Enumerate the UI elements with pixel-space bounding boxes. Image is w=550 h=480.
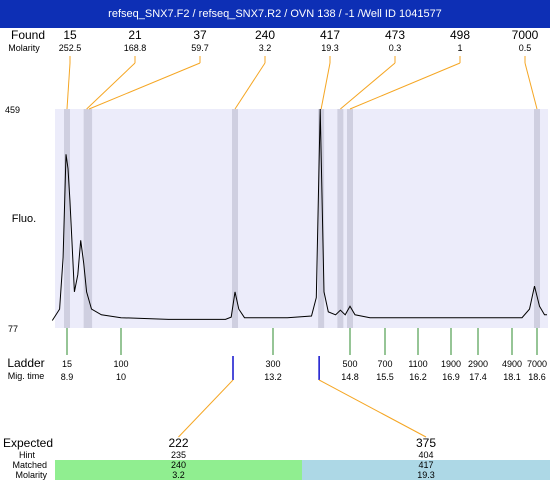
y-tick-min: 77 xyxy=(8,324,18,334)
molarity-bottom-label: Molarity xyxy=(15,470,47,480)
matched-molarity-1: 19.3 xyxy=(417,470,435,480)
ladder-size-7: 2900 xyxy=(468,359,488,369)
ladder-size-0: 15 xyxy=(62,359,72,369)
found-label: Found xyxy=(11,28,45,42)
ladder-mig-time-3: 14.8 xyxy=(341,372,359,382)
hint-size-0: 235 xyxy=(171,450,186,460)
ladder-mig-time-2: 13.2 xyxy=(264,372,282,382)
found-size-0: 15 xyxy=(63,28,77,42)
found-size-1: 21 xyxy=(128,28,142,42)
peak-band-7 xyxy=(534,109,540,328)
found-molarity-4: 19.3 xyxy=(321,43,339,53)
ladder-mig-time-1: 10 xyxy=(116,372,126,382)
found-molarity-0: 252.5 xyxy=(59,43,82,53)
found-size-2: 37 xyxy=(193,28,207,42)
peak-band-4 xyxy=(318,109,325,328)
y-tick-max: 459 xyxy=(5,105,20,115)
ladder-label: Ladder xyxy=(7,356,44,370)
molarity-label: Molarity xyxy=(8,43,40,53)
found-leader-0 xyxy=(66,62,71,110)
peak-band-3 xyxy=(232,109,238,328)
ladder-size-9: 7000 xyxy=(527,359,547,369)
plot-area xyxy=(55,109,548,328)
found-molarity-1: 168.8 xyxy=(124,43,147,53)
expected-leader-0 xyxy=(178,379,234,438)
mig-time-label: Mig. time xyxy=(8,371,45,381)
window-title: refseq_SNX7.F2 / refseq_SNX7.R2 / OVN 13… xyxy=(0,0,550,28)
peak-band-6 xyxy=(347,109,353,328)
matched-label: Matched xyxy=(12,460,47,470)
found-leader-2 xyxy=(88,62,201,110)
found-leader-4 xyxy=(320,62,331,110)
expected-size-1: 375 xyxy=(416,436,436,450)
ladder-size-3: 500 xyxy=(342,359,357,369)
found-size-7: 7000 xyxy=(512,28,539,42)
found-leader-1 xyxy=(86,62,136,110)
fluo-label: Fluo. xyxy=(12,213,36,225)
peak-band-5 xyxy=(337,109,344,328)
found-leader-5 xyxy=(340,62,396,110)
ladder-size-5: 1100 xyxy=(408,359,427,369)
expected-label: Expected xyxy=(3,436,53,450)
fluorescence-trace xyxy=(51,108,547,321)
found-molarity-5: 0.3 xyxy=(389,43,402,53)
ladder-size-4: 700 xyxy=(377,359,392,369)
ladder-mig-time-8: 18.1 xyxy=(503,372,521,382)
peak-band-0 xyxy=(64,109,70,328)
expected-size-0: 222 xyxy=(168,436,188,450)
matched-band-1 xyxy=(302,460,550,480)
hint-size-1: 404 xyxy=(418,450,433,460)
matched-size-0: 240 xyxy=(171,460,186,470)
ladder-mig-time-9: 18.6 xyxy=(528,372,546,382)
hint-label: Hint xyxy=(19,450,36,460)
expected-leader-1 xyxy=(318,379,427,438)
peak-band-2 xyxy=(86,109,93,328)
found-size-6: 498 xyxy=(450,28,470,42)
found-size-3: 240 xyxy=(255,28,275,42)
matched-size-1: 417 xyxy=(418,460,433,470)
ladder-mig-time-0: 8.9 xyxy=(61,372,74,382)
ladder-mig-time-6: 16.9 xyxy=(442,372,460,382)
found-molarity-3: 3.2 xyxy=(259,43,272,53)
found-molarity-6: 1 xyxy=(457,43,462,53)
matched-band-0 xyxy=(55,460,302,480)
ladder-mig-time-5: 16.2 xyxy=(409,372,427,382)
ladder-size-8: 4900 xyxy=(502,359,522,369)
matched-molarity-0: 3.2 xyxy=(172,470,185,480)
ladder-size-1: 100 xyxy=(113,359,128,369)
ladder-size-2: 300 xyxy=(265,359,280,369)
found-leader-3 xyxy=(234,62,266,110)
found-leader-6 xyxy=(349,62,461,110)
ladder-mig-time-4: 15.5 xyxy=(376,372,394,382)
found-leader-7 xyxy=(524,62,538,110)
ladder-mig-time-7: 17.4 xyxy=(469,372,487,382)
found-molarity-7: 0.5 xyxy=(519,43,532,53)
found-size-5: 473 xyxy=(385,28,405,42)
found-molarity-2: 59.7 xyxy=(191,43,209,53)
found-size-4: 417 xyxy=(320,28,340,42)
ladder-size-6: 1900 xyxy=(441,359,461,369)
